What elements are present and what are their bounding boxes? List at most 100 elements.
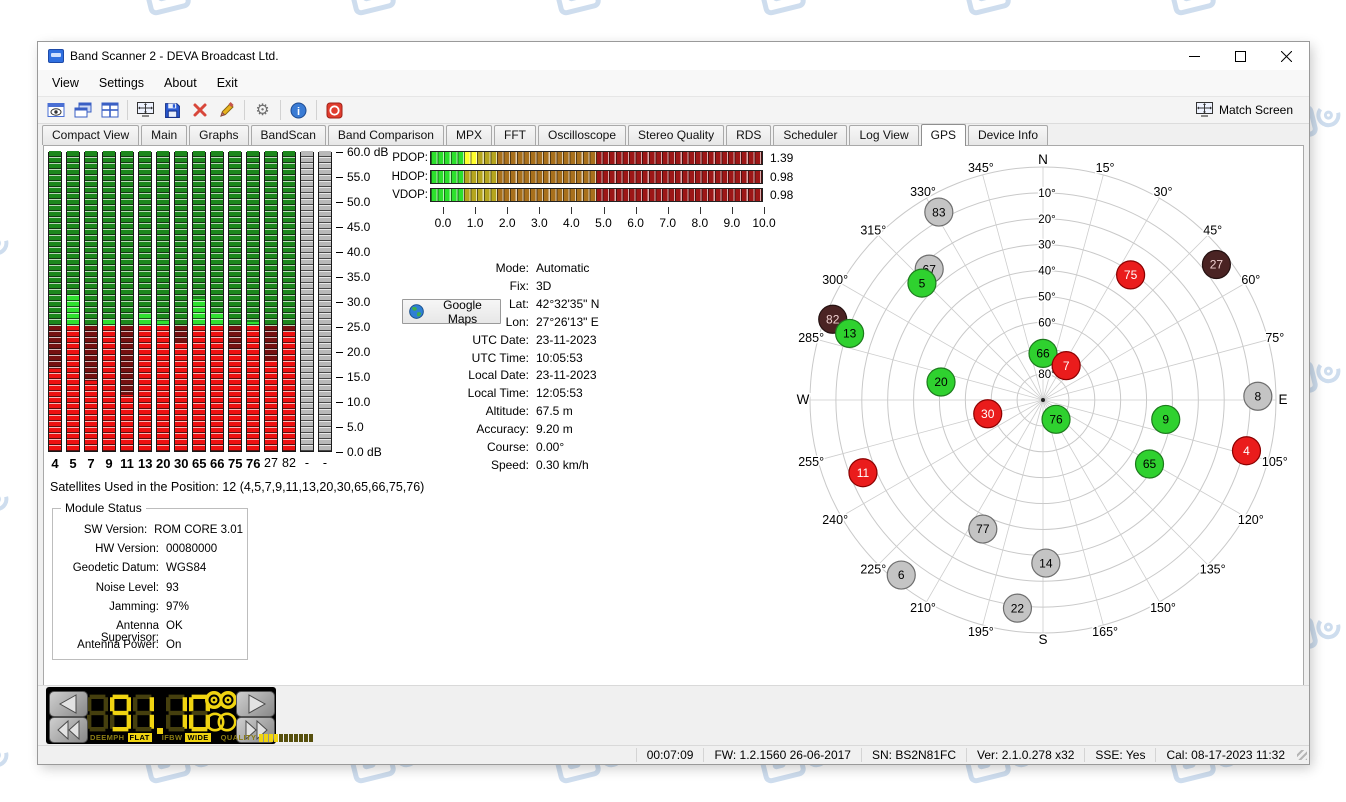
ifbw-label: IFBW (161, 733, 183, 742)
tile-windows-icon[interactable] (96, 98, 123, 122)
svg-text:20: 20 (934, 375, 948, 389)
signal-bar-sat-9 (102, 151, 116, 452)
gps-info-row: Fix: 3D (424, 279, 552, 293)
cardinal-label: W (797, 392, 810, 407)
azimuth-label: 300° (822, 273, 848, 287)
match-screen-button[interactable]: Match Screen (1189, 99, 1299, 121)
sky-satellite-65: 65 (1134, 449, 1165, 479)
resize-grip[interactable] (1297, 750, 1307, 760)
elevation-label: 10° (1038, 188, 1055, 200)
tab-rds[interactable]: RDS (726, 125, 772, 145)
svg-text:30: 30 (981, 407, 995, 421)
gps-info-value: 10:05:53 (536, 350, 583, 365)
tab-bandscan[interactable]: BandScan (250, 125, 326, 145)
gps-info-label: Lat: (508, 296, 529, 311)
gps-info-value: 67.5 m (536, 404, 573, 419)
satellite-id-label: - (322, 456, 328, 470)
delete-icon[interactable] (186, 98, 213, 122)
power-icon[interactable] (321, 98, 348, 122)
db-scale-label: 35.0 (347, 270, 371, 284)
satellite-id-row: 4 5 7 9 11 13 20 30 65 66 75 76 27 82- - (48, 456, 332, 471)
tab-device-info[interactable]: Device Info (967, 125, 1048, 145)
elevation-label: 50° (1038, 291, 1055, 303)
module-status-label: SW Version: (83, 524, 148, 536)
tab-mpx[interactable]: MPX (445, 125, 492, 145)
dop-scale-label: 1.0 (466, 216, 484, 230)
settings-gear-icon[interactable]: ⚙ (255, 102, 270, 119)
maximize-button[interactable] (1217, 42, 1263, 70)
db-scale-label: 50.0 (347, 195, 371, 209)
gps-info-row: Local Date: 23-11-2023 (424, 368, 596, 382)
cardinal-label: N (1038, 152, 1048, 167)
edit-icon[interactable] (213, 98, 240, 122)
module-status-value: 93 (166, 581, 179, 594)
module-status-value: ROM CORE 3.01 (154, 524, 243, 536)
azimuth-label: 45° (1203, 223, 1222, 237)
frequency-lcd-display: DEEMPH FLAT IFBW WIDE QUALITY (46, 687, 314, 744)
menu-item-view[interactable]: View (52, 76, 79, 90)
lcd-prev-button[interactable] (49, 691, 88, 717)
close-button[interactable] (1263, 42, 1309, 70)
tab-scheduler[interactable]: Scheduler (773, 125, 848, 145)
lcd-seek-up-button[interactable] (236, 717, 275, 743)
dop-value: 0.98 (770, 169, 794, 184)
tab-gps[interactable]: GPS (920, 124, 966, 146)
signal-bar-sat-5 (66, 151, 80, 452)
elevation-label: 30° (1038, 240, 1055, 252)
tab-band-comparison[interactable]: Band Comparison (327, 125, 444, 145)
compact-view-icon[interactable] (42, 98, 69, 122)
dop-label: HDOP: (391, 170, 428, 183)
svg-text:83: 83 (932, 205, 946, 219)
menu-item-settings[interactable]: Settings (98, 76, 145, 90)
sky-satellite-9: 9 (1151, 404, 1181, 435)
dop-scale-label: 0.0 (434, 216, 452, 230)
menu-bar: View Settings About Exit (38, 70, 1309, 96)
module-status-title: Module Status (61, 501, 146, 515)
lcd-next-button[interactable] (236, 691, 275, 717)
svg-text:9: 9 (1162, 413, 1169, 427)
tab-oscilloscope[interactable]: Oscilloscope (538, 125, 627, 145)
svg-text:4: 4 (1243, 444, 1250, 458)
minimize-button[interactable] (1171, 42, 1217, 70)
sky-satellite-6: 6 (886, 560, 916, 590)
dop-meter-vdop (430, 188, 763, 203)
status-segment-3: Ver: 2.1.0.278 x32 (966, 748, 1084, 762)
azimuth-label: 165° (1092, 625, 1118, 639)
lcd-seek-down-button[interactable] (49, 717, 88, 743)
satellite-id-label: 7 (87, 456, 95, 471)
google-maps-button[interactable]: Google Maps (402, 298, 501, 326)
menu-item-about[interactable]: About (164, 76, 197, 90)
tab-log-view[interactable]: Log View (849, 125, 919, 145)
module-status-value: OK (166, 620, 183, 632)
module-status-label: Geodetic Datum: (72, 562, 159, 575)
gps-info-label: Local Time: (467, 386, 529, 401)
watermark-logo (0, 726, 19, 794)
satellite-id-label: - (304, 456, 310, 470)
info-icon[interactable]: i (285, 98, 312, 122)
satellite-id-label: 75 (228, 456, 243, 471)
tab-stereo-quality[interactable]: Stereo Quality (628, 125, 725, 145)
module-status-value: WGS84 (166, 562, 207, 575)
gps-info-value: 0.00° (536, 440, 565, 454)
tab-main[interactable]: Main (141, 125, 188, 145)
cascade-windows-icon[interactable] (69, 98, 96, 122)
azimuth-label: 120° (1238, 513, 1264, 527)
signal-bar-sat-65 (192, 151, 206, 452)
elevation-label: 60° (1038, 317, 1055, 329)
tab-fft[interactable]: FFT (494, 125, 536, 145)
signal-bar-sat-11 (120, 151, 134, 452)
window-title: Band Scanner 2 - DEVA Broadcast Ltd. (70, 49, 279, 63)
gps-info-value: 12:05:53 (536, 386, 583, 401)
menu-item-exit[interactable]: Exit (216, 76, 238, 90)
satellites-used-text: Satellites Used in the Position: 12 (4,5… (50, 480, 425, 494)
save-icon[interactable] (159, 98, 186, 122)
tab-graphs[interactable]: Graphs (189, 125, 249, 145)
tab-compact-view[interactable]: Compact View (42, 125, 140, 145)
gps-info-label: Mode: (495, 261, 529, 275)
watermark-logo (0, 0, 19, 26)
screen-position-icon[interactable] (132, 98, 159, 122)
module-status-groupbox: Module Status SW Version: ROM CORE 3.01 HW… (52, 501, 248, 660)
gps-info-label: Altitude: (485, 404, 529, 419)
toolbar: ⚙ i Match Screen (38, 96, 1309, 124)
